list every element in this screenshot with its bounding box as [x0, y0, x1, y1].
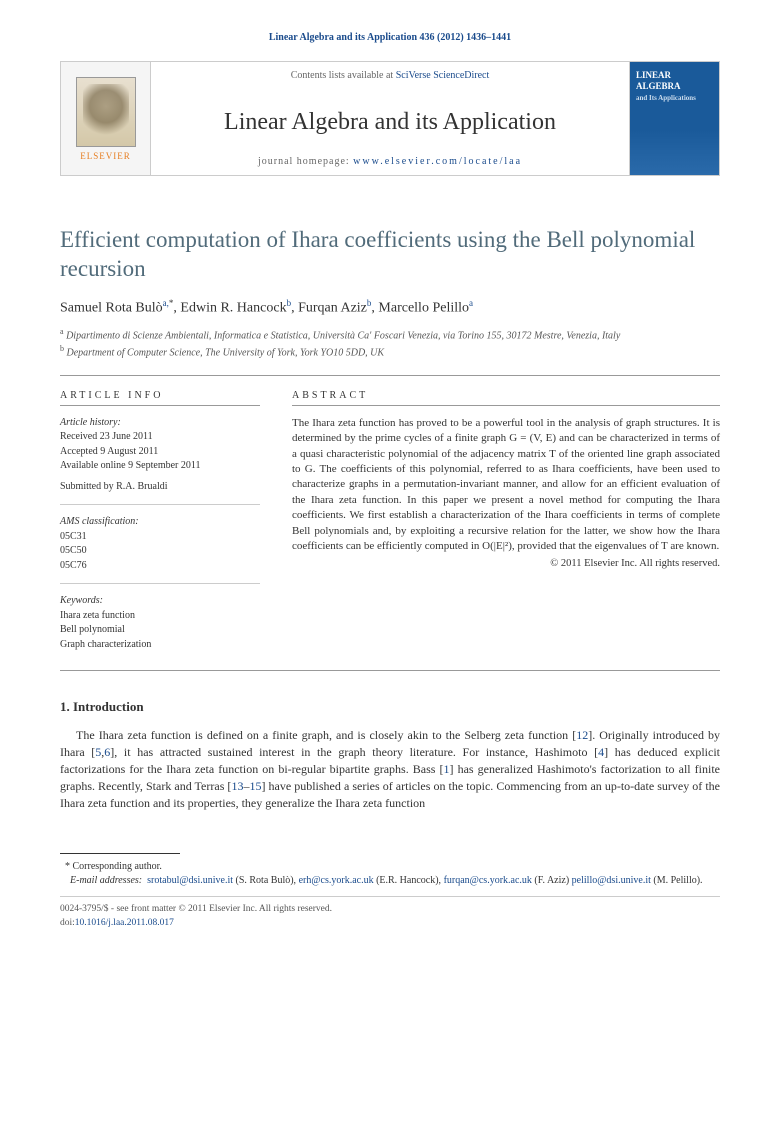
- abstract-text: The Ihara zeta function has proved to be…: [292, 416, 720, 555]
- doi-label: doi:: [60, 918, 75, 928]
- contents-prefix: Contents lists available at: [291, 70, 396, 81]
- email-name: (S. Rota Bulò),: [236, 875, 297, 886]
- keyword: Graph characterization: [60, 638, 260, 653]
- author-name: Marcello Pelillo: [378, 300, 469, 315]
- abstract-copyright: © 2011 Elsevier Inc. All rights reserved…: [292, 558, 720, 569]
- journal-cover: LINEAR ALGEBRA and Its Applications: [629, 62, 719, 175]
- article-info-label: ARTICLE INFO: [60, 390, 260, 406]
- citation-ref[interactable]: 15: [249, 779, 261, 793]
- front-matter-line: 0024-3795/$ - see front matter © 2011 El…: [60, 903, 720, 916]
- intro-paragraph: The Ihara zeta function is defined on a …: [60, 727, 720, 811]
- footnote-rule: [60, 853, 180, 854]
- intro-heading: 1. Introduction: [60, 699, 720, 715]
- ams-code: 05C31: [60, 530, 260, 545]
- ams-code: 05C50: [60, 544, 260, 559]
- ams-head: AMS classification:: [60, 515, 260, 530]
- article-history: Article history: Received 23 June 2011 A…: [60, 416, 260, 506]
- affiliations: a Dipartimento di Scienze Ambientali, In…: [0, 326, 780, 375]
- keywords-head: Keywords:: [60, 594, 260, 609]
- affiliation-text: Department of Computer Science, The Univ…: [67, 348, 385, 359]
- email-label: E-mail addresses:: [70, 875, 142, 886]
- journal-name: Linear Algebra and its Application: [167, 89, 613, 156]
- ams-code: 05C76: [60, 559, 260, 574]
- submitted-by: Submitted by R.A. Brualdi: [60, 480, 260, 495]
- intro-text-part: The Ihara zeta function is defined on a …: [76, 728, 576, 742]
- abstract-column: ABSTRACT The Ihara zeta function has pro…: [292, 390, 720, 663]
- abstract-label: ABSTRACT: [292, 390, 720, 406]
- journal-banner: ELSEVIER Contents lists available at Sci…: [60, 61, 720, 176]
- cover-title: LINEAR ALGEBRA: [636, 70, 713, 92]
- banner-center: Contents lists available at SciVerse Sci…: [151, 62, 629, 175]
- accepted-date: Accepted 9 August 2011: [60, 445, 260, 460]
- homepage-link[interactable]: www.elsevier.com/locate/laa: [353, 156, 522, 167]
- homepage-line: journal homepage: www.elsevier.com/locat…: [167, 156, 613, 167]
- citation-ref[interactable]: 13: [231, 779, 243, 793]
- article-info-column: ARTICLE INFO Article history: Received 2…: [60, 390, 260, 663]
- affiliation-a: a Dipartimento di Scienze Ambientali, In…: [60, 326, 720, 343]
- footnotes: * Corresponding author. E-mail addresses…: [0, 860, 780, 896]
- copyright-footer: 0024-3795/$ - see front matter © 2011 El…: [0, 897, 780, 960]
- elsevier-tree-icon: [76, 77, 136, 147]
- doi-line: doi:10.1016/j.laa.2011.08.017: [60, 917, 720, 930]
- corr-text: Corresponding author.: [73, 861, 162, 872]
- author-name: Edwin R. Hancock: [180, 300, 286, 315]
- ams-classification: AMS classification: 05C31 05C50 05C76: [60, 515, 260, 584]
- contents-line: Contents lists available at SciVerse Sci…: [167, 70, 613, 81]
- intro-text-part: ], it has attracted sustained interest i…: [110, 745, 598, 759]
- doi-link[interactable]: 10.1016/j.laa.2011.08.017: [75, 918, 174, 928]
- received-date: Received 23 June 2011: [60, 430, 260, 445]
- sciencedirect-link[interactable]: SciVerse ScienceDirect: [396, 70, 490, 81]
- publisher-block: ELSEVIER: [61, 62, 151, 175]
- introduction-section: 1. Introduction The Ihara zeta function …: [0, 671, 780, 811]
- author-name: Samuel Rota Bulò: [60, 300, 163, 315]
- keyword: Ihara zeta function: [60, 609, 260, 624]
- author-list: Samuel Rota Bulòa,*, Edwin R. Hancockb, …: [0, 298, 780, 327]
- author-email[interactable]: furqan@cs.york.ac.uk: [444, 875, 532, 886]
- corresponding-note: * Corresponding author.: [60, 860, 720, 874]
- citation-text: Linear Algebra and its Application 436 (…: [269, 32, 511, 43]
- author-email[interactable]: srotabul@dsi.unive.it: [147, 875, 233, 886]
- email-name: (M. Pelillo).: [653, 875, 702, 886]
- affiliation-b: b Department of Computer Science, The Un…: [60, 343, 720, 360]
- author-affil-marker: a: [469, 298, 473, 308]
- homepage-prefix: journal homepage:: [258, 156, 353, 167]
- email-line: E-mail addresses: srotabul@dsi.unive.it …: [60, 874, 720, 888]
- affiliation-text: Dipartimento di Scienze Ambientali, Info…: [66, 330, 620, 341]
- author-email[interactable]: erh@cs.york.ac.uk: [299, 875, 374, 886]
- history-head: Article history:: [60, 416, 260, 431]
- email-name: (F. Aziz): [534, 875, 569, 886]
- info-abstract-row: ARTICLE INFO Article history: Received 2…: [0, 376, 780, 671]
- article-title: Efficient computation of Ihara coefficie…: [0, 176, 780, 298]
- keyword: Bell polynomial: [60, 623, 260, 638]
- cover-subtitle: and Its Applications: [636, 94, 713, 102]
- running-header: Linear Algebra and its Application 436 (…: [0, 0, 780, 53]
- email-name: (E.R. Hancock),: [376, 875, 441, 886]
- citation-ref[interactable]: 12: [576, 728, 588, 742]
- publisher-name: ELSEVIER: [80, 151, 131, 161]
- author-email[interactable]: pelillo@dsi.unive.it: [572, 875, 651, 886]
- keywords-block: Keywords: Ihara zeta function Bell polyn…: [60, 594, 260, 652]
- author-name: Furqan Aziz: [298, 300, 367, 315]
- online-date: Available online 9 September 2011: [60, 459, 260, 474]
